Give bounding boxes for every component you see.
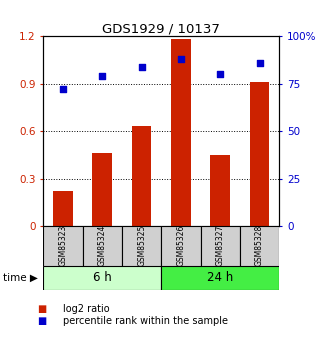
Bar: [43, 266, 161, 290]
Bar: [240, 226, 279, 266]
Bar: [161, 266, 279, 290]
Text: 6 h: 6 h: [93, 271, 112, 284]
Text: GSM85327: GSM85327: [216, 225, 225, 266]
Bar: [83, 226, 122, 266]
Point: [218, 71, 223, 77]
Point: [100, 73, 105, 79]
Text: ■: ■: [37, 304, 46, 314]
Text: ■: ■: [37, 316, 46, 326]
Text: GSM85324: GSM85324: [98, 225, 107, 266]
Bar: [171, 39, 191, 226]
Bar: [132, 126, 152, 226]
Text: time ▶: time ▶: [3, 273, 38, 283]
Point: [139, 64, 144, 69]
Text: 24 h: 24 h: [207, 271, 233, 284]
Text: percentile rank within the sample: percentile rank within the sample: [63, 316, 228, 326]
Text: GSM85328: GSM85328: [255, 225, 264, 266]
Text: log2 ratio: log2 ratio: [63, 304, 109, 314]
Point: [178, 56, 184, 62]
Bar: [250, 82, 269, 226]
Text: GSM85323: GSM85323: [58, 225, 67, 266]
Bar: [53, 191, 73, 226]
Bar: [92, 153, 112, 226]
Text: GSM85325: GSM85325: [137, 225, 146, 266]
Bar: [122, 226, 161, 266]
Bar: [211, 155, 230, 226]
Title: GDS1929 / 10137: GDS1929 / 10137: [102, 22, 220, 35]
Point: [257, 60, 262, 66]
Bar: [43, 226, 83, 266]
Bar: [161, 226, 201, 266]
Text: GSM85326: GSM85326: [177, 225, 186, 266]
Point: [60, 87, 65, 92]
Bar: [201, 226, 240, 266]
